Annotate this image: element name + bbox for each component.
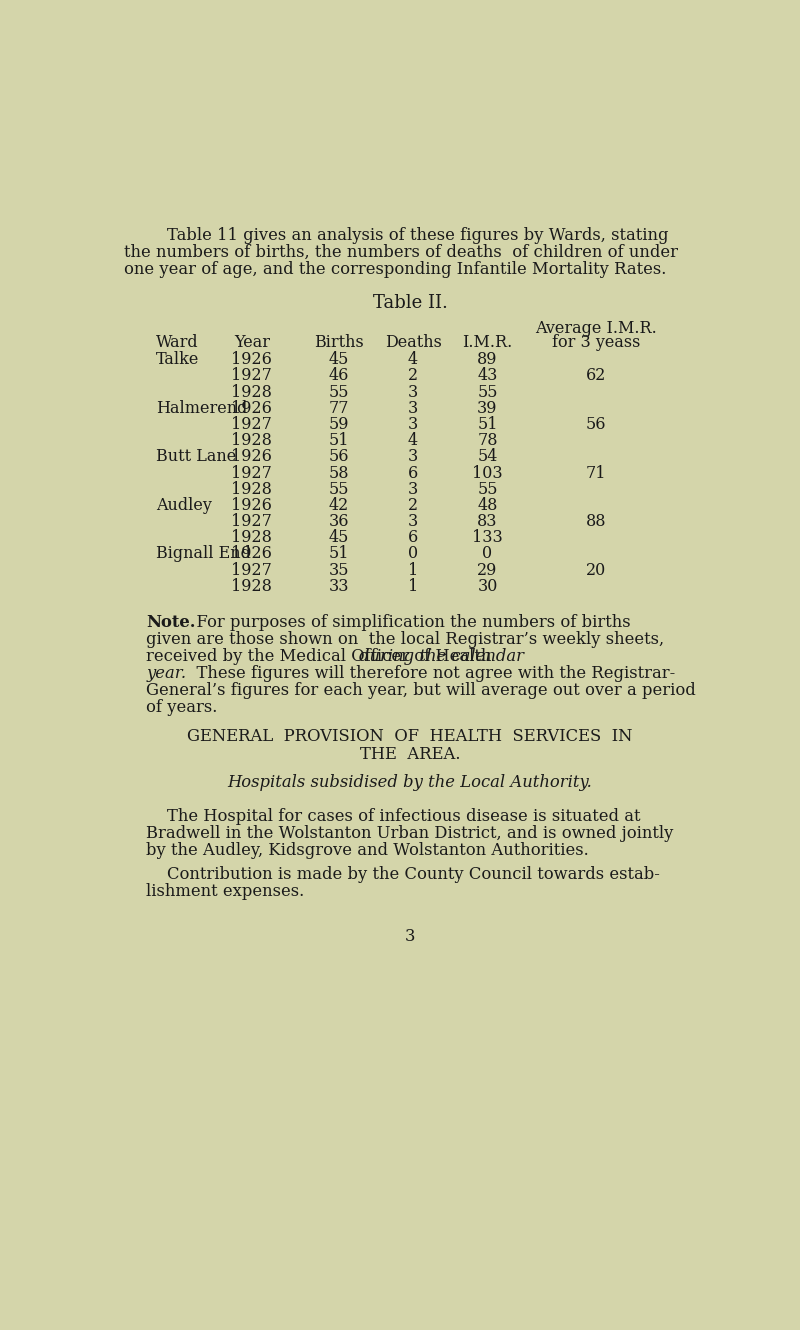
Text: 83: 83 <box>478 513 498 531</box>
Text: 4: 4 <box>408 351 418 368</box>
Text: 56: 56 <box>586 416 606 434</box>
Text: the numbers of births, the numbers of deaths  of children of under: the numbers of births, the numbers of de… <box>123 245 678 261</box>
Text: 1: 1 <box>408 561 418 579</box>
Text: Bradwell in the Wolstanton Urban District, and is owned jointly: Bradwell in the Wolstanton Urban Distric… <box>146 825 674 842</box>
Text: 1927: 1927 <box>231 367 272 384</box>
Text: during the calendar: during the calendar <box>358 648 523 665</box>
Text: 30: 30 <box>478 577 498 595</box>
Text: The Hospital for cases of infectious disease is situated at: The Hospital for cases of infectious dis… <box>146 807 641 825</box>
Text: 88: 88 <box>586 513 606 531</box>
Text: Bignall End: Bignall End <box>156 545 250 563</box>
Text: 103: 103 <box>472 464 503 481</box>
Text: 89: 89 <box>478 351 498 368</box>
Text: 56: 56 <box>329 448 349 466</box>
Text: 3: 3 <box>408 383 418 400</box>
Text: 1926: 1926 <box>231 497 272 513</box>
Text: 4: 4 <box>408 432 418 450</box>
Text: Ward: Ward <box>156 334 198 351</box>
Text: year.: year. <box>146 665 186 682</box>
Text: 55: 55 <box>329 480 349 497</box>
Text: Note.: Note. <box>146 614 196 630</box>
Text: one year of age, and the corresponding Infantile Mortality Rates.: one year of age, and the corresponding I… <box>123 261 666 278</box>
Text: 58: 58 <box>329 464 349 481</box>
Text: Contribution is made by the County Council towards estab-: Contribution is made by the County Counc… <box>146 866 660 883</box>
Text: 55: 55 <box>329 383 349 400</box>
Text: 55: 55 <box>478 480 498 497</box>
Text: Average I.M.R.: Average I.M.R. <box>535 319 657 336</box>
Text: 78: 78 <box>478 432 498 450</box>
Text: Deaths: Deaths <box>385 334 442 351</box>
Text: 3: 3 <box>405 928 415 946</box>
Text: 0: 0 <box>482 545 493 563</box>
Text: THE  AREA.: THE AREA. <box>360 746 460 763</box>
Text: lishment expenses.: lishment expenses. <box>146 883 305 900</box>
Text: 1928: 1928 <box>231 480 272 497</box>
Text: 1927: 1927 <box>231 561 272 579</box>
Text: 48: 48 <box>478 497 498 513</box>
Text: 1926: 1926 <box>231 400 272 416</box>
Text: 29: 29 <box>478 561 498 579</box>
Text: 77: 77 <box>329 400 349 416</box>
Text: 1926: 1926 <box>231 448 272 466</box>
Text: 71: 71 <box>586 464 606 481</box>
Text: 3: 3 <box>408 448 418 466</box>
Text: Table 11 gives an analysis of these figures by Wards, stating: Table 11 gives an analysis of these figu… <box>146 227 669 245</box>
Text: Halmerend: Halmerend <box>156 400 247 416</box>
Text: 3: 3 <box>408 400 418 416</box>
Text: 1927: 1927 <box>231 513 272 531</box>
Text: 2: 2 <box>408 497 418 513</box>
Text: These figures will therefore not agree with the Registrar-: These figures will therefore not agree w… <box>186 665 675 682</box>
Text: 35: 35 <box>329 561 349 579</box>
Text: Talke: Talke <box>156 351 199 368</box>
Text: 3: 3 <box>408 480 418 497</box>
Text: received by the Medical Officer of Health: received by the Medical Officer of Healt… <box>146 648 497 665</box>
Text: Year: Year <box>234 334 270 351</box>
Text: For purposes of simplification the numbers of births: For purposes of simplification the numbe… <box>186 614 630 630</box>
Text: 45: 45 <box>329 351 349 368</box>
Text: Births: Births <box>314 334 363 351</box>
Text: 39: 39 <box>478 400 498 416</box>
Text: 33: 33 <box>329 577 349 595</box>
Text: GENERAL  PROVISION  OF  HEALTH  SERVICES  IN: GENERAL PROVISION OF HEALTH SERVICES IN <box>187 728 633 745</box>
Text: 1927: 1927 <box>231 416 272 434</box>
Text: 1928: 1928 <box>231 529 272 547</box>
Text: Table II.: Table II. <box>373 294 447 313</box>
Text: 43: 43 <box>478 367 498 384</box>
Text: 1: 1 <box>408 577 418 595</box>
Text: 36: 36 <box>329 513 349 531</box>
Text: 62: 62 <box>586 367 606 384</box>
Text: 46: 46 <box>329 367 349 384</box>
Text: 1928: 1928 <box>231 577 272 595</box>
Text: 1928: 1928 <box>231 383 272 400</box>
Text: 51: 51 <box>329 545 349 563</box>
Text: Hospitals subsidised by the Local Authority.: Hospitals subsidised by the Local Author… <box>227 774 593 791</box>
Text: for 3 yeass: for 3 yeass <box>552 334 640 351</box>
Text: given are those shown on  the local Registrar’s weekly sheets,: given are those shown on the local Regis… <box>146 630 665 648</box>
Text: 3: 3 <box>408 416 418 434</box>
Text: by the Audley, Kidsgrove and Wolstanton Authorities.: by the Audley, Kidsgrove and Wolstanton … <box>146 842 590 859</box>
Text: 1928: 1928 <box>231 432 272 450</box>
Text: 1926: 1926 <box>231 351 272 368</box>
Text: 2: 2 <box>408 367 418 384</box>
Text: of years.: of years. <box>146 698 218 716</box>
Text: 55: 55 <box>478 383 498 400</box>
Text: 45: 45 <box>329 529 349 547</box>
Text: Butt Lane: Butt Lane <box>156 448 236 466</box>
Text: 1926: 1926 <box>231 545 272 563</box>
Text: 51: 51 <box>478 416 498 434</box>
Text: 6: 6 <box>408 529 418 547</box>
Text: I.M.R.: I.M.R. <box>462 334 513 351</box>
Text: 3: 3 <box>408 513 418 531</box>
Text: 0: 0 <box>408 545 418 563</box>
Text: 133: 133 <box>472 529 503 547</box>
Text: 54: 54 <box>478 448 498 466</box>
Text: 51: 51 <box>329 432 349 450</box>
Text: Audley: Audley <box>156 497 212 513</box>
Text: 42: 42 <box>329 497 349 513</box>
Text: 6: 6 <box>408 464 418 481</box>
Text: 20: 20 <box>586 561 606 579</box>
Text: 59: 59 <box>329 416 349 434</box>
Text: 1927: 1927 <box>231 464 272 481</box>
Text: General’s figures for each year, but will average out over a period: General’s figures for each year, but wil… <box>146 682 696 698</box>
